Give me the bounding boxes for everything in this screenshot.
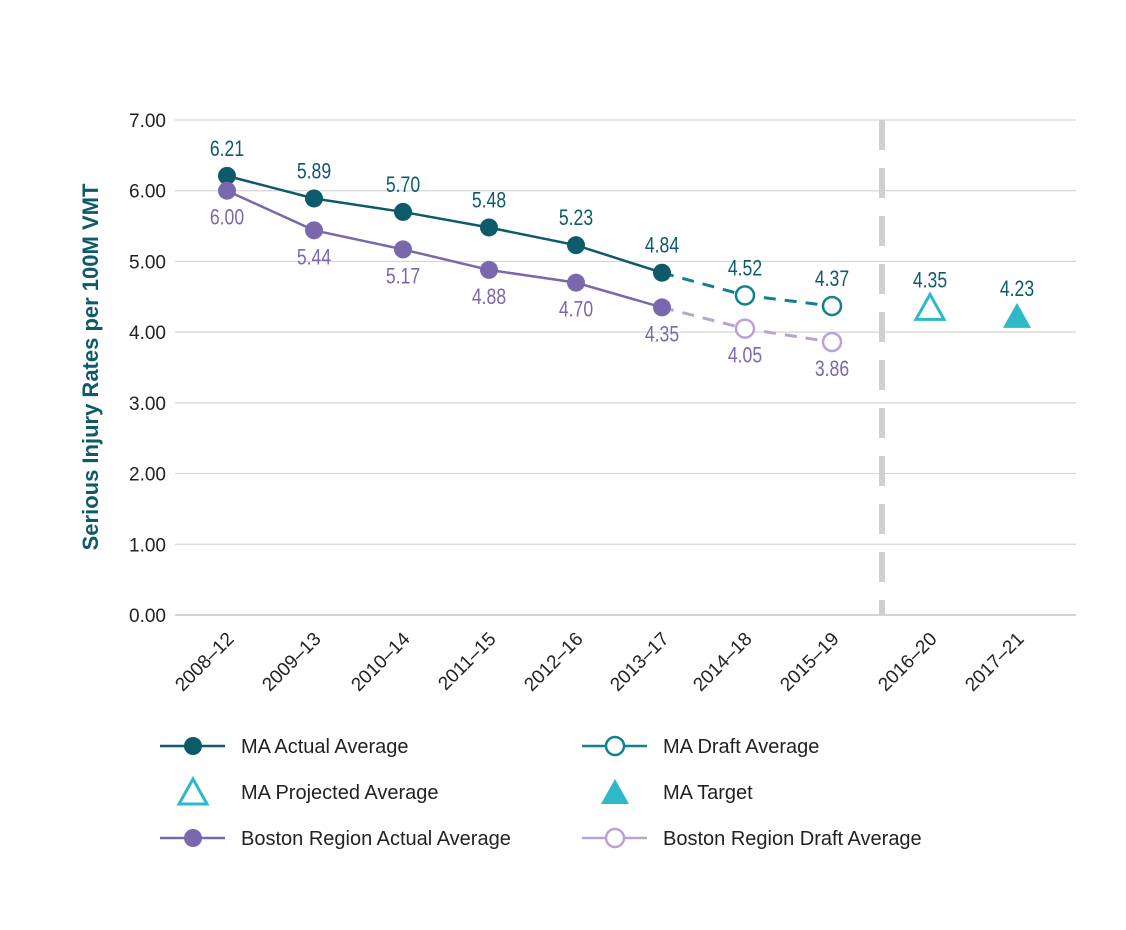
data-label: 4.88 (472, 285, 506, 309)
y-tick-label: 2.00 (129, 465, 166, 486)
x-tick-label: 2008–12 (171, 629, 238, 696)
legend-item: MA Projected Average (176, 775, 439, 806)
data-point (734, 285, 756, 306)
data-label: 6.00 (210, 206, 244, 230)
series-ma-target: 4.23 (1000, 277, 1034, 328)
legend-label: MA Target (663, 782, 753, 804)
legend-item: MA Draft Average (582, 735, 819, 758)
y-tick-label: 0.00 (129, 606, 166, 627)
data-label: 4.35 (913, 269, 947, 293)
data-point (394, 202, 412, 221)
x-tick-label: 2012–16 (520, 629, 587, 696)
data-point (653, 298, 671, 317)
legend-item: Boston Region Draft Average (582, 827, 922, 850)
legend-label: MA Draft Average (663, 736, 819, 758)
legend-label: Boston Region Draft Average (663, 828, 922, 850)
data-label: 3.86 (815, 357, 849, 381)
x-tick-label: 2016–20 (874, 629, 941, 696)
data-point (1003, 302, 1031, 328)
data-label: 4.70 (559, 298, 593, 322)
x-tick-label: 2014–18 (689, 629, 756, 696)
data-point (734, 318, 756, 339)
legend-marker (601, 779, 629, 804)
legend-label: Boston Region Actual Average (241, 828, 511, 850)
series-boston-region-draft-average: 4.05 3.86 (728, 318, 849, 382)
data-label: 5.70 (386, 173, 420, 197)
data-point (305, 189, 323, 208)
x-tick-label: 2009–13 (258, 629, 325, 696)
series-ma-actual-average: 6.21 5.89 5.70 5.48 5.23 4.84 (210, 137, 679, 282)
x-axis-ticks: 2008–12 2009–13 2010–14 2011–15 2012–16 2013–… (171, 628, 1028, 695)
data-label: 5.48 (472, 189, 506, 213)
series-boston-region-actual-average: 6.00 5.44 5.17 4.88 4.70 4.35 (210, 181, 679, 347)
data-label: 6.21 (210, 137, 244, 161)
data-point (567, 273, 585, 292)
data-label: 5.23 (559, 206, 593, 230)
data-point (480, 260, 498, 279)
data-point (653, 263, 671, 282)
y-tick-label: 3.00 (129, 394, 166, 415)
legend-marker (604, 735, 626, 757)
data-label: 4.84 (645, 234, 679, 258)
legend-marker (184, 737, 202, 755)
data-label: 4.37 (815, 267, 849, 291)
data-point (394, 240, 412, 259)
series-line (226, 174, 663, 274)
series-ma-projected-average: 4.35 (913, 269, 947, 321)
data-point (913, 291, 947, 321)
data-label: 5.17 (386, 265, 420, 289)
legend-label: MA Projected Average (241, 782, 439, 804)
x-tick-label: 2017–21 (961, 629, 1028, 696)
y-tick-label: 1.00 (129, 535, 166, 556)
y-tick-label: 7.00 (129, 111, 166, 132)
legend-item: MA Target (601, 779, 753, 804)
series-line (226, 189, 663, 309)
x-tick-label: 2010–14 (347, 628, 414, 695)
legend-marker (604, 827, 626, 849)
legend-marker (176, 775, 210, 806)
series: 6.21 5.89 5.70 5.48 5.23 4.84 4.52 4.37 4.35 4.23… (210, 137, 1034, 381)
data-point (567, 236, 585, 255)
legend-label: MA Actual Average (241, 736, 409, 758)
legend-marker (184, 829, 202, 847)
data-label: 4.52 (728, 257, 762, 281)
data-label: 5.44 (297, 246, 331, 270)
legend-item: MA Actual Average (160, 736, 409, 758)
data-point (821, 295, 843, 317)
data-label: 4.05 (728, 344, 762, 368)
series-ma-draft-average: 4.52 4.37 (728, 257, 849, 317)
legend-item: Boston Region Actual Average (160, 828, 511, 850)
y-axis-ticks: 0.00 1.00 2.00 3.00 4.00 5.00 6.00 7.00 (129, 111, 166, 627)
data-point (821, 331, 843, 353)
data-label: 4.35 (645, 323, 679, 347)
x-tick-label: 2013–17 (606, 629, 673, 696)
y-tick-label: 4.00 (129, 323, 166, 344)
data-label: 5.89 (297, 160, 331, 184)
y-tick-label: 5.00 (129, 252, 166, 273)
data-label: 4.23 (1000, 277, 1034, 301)
data-point (480, 218, 498, 237)
data-point (218, 166, 236, 185)
data-point (218, 181, 236, 200)
y-tick-label: 6.00 (129, 182, 166, 203)
x-tick-label: 2011–15 (434, 629, 500, 695)
legend: MA Actual Average MA Draft Average MA Proj… (160, 735, 922, 850)
data-point (305, 221, 323, 240)
x-tick-label: 2015–19 (776, 629, 843, 696)
y-axis-label: Serious Injury Rates per 100M VMT (78, 183, 103, 550)
